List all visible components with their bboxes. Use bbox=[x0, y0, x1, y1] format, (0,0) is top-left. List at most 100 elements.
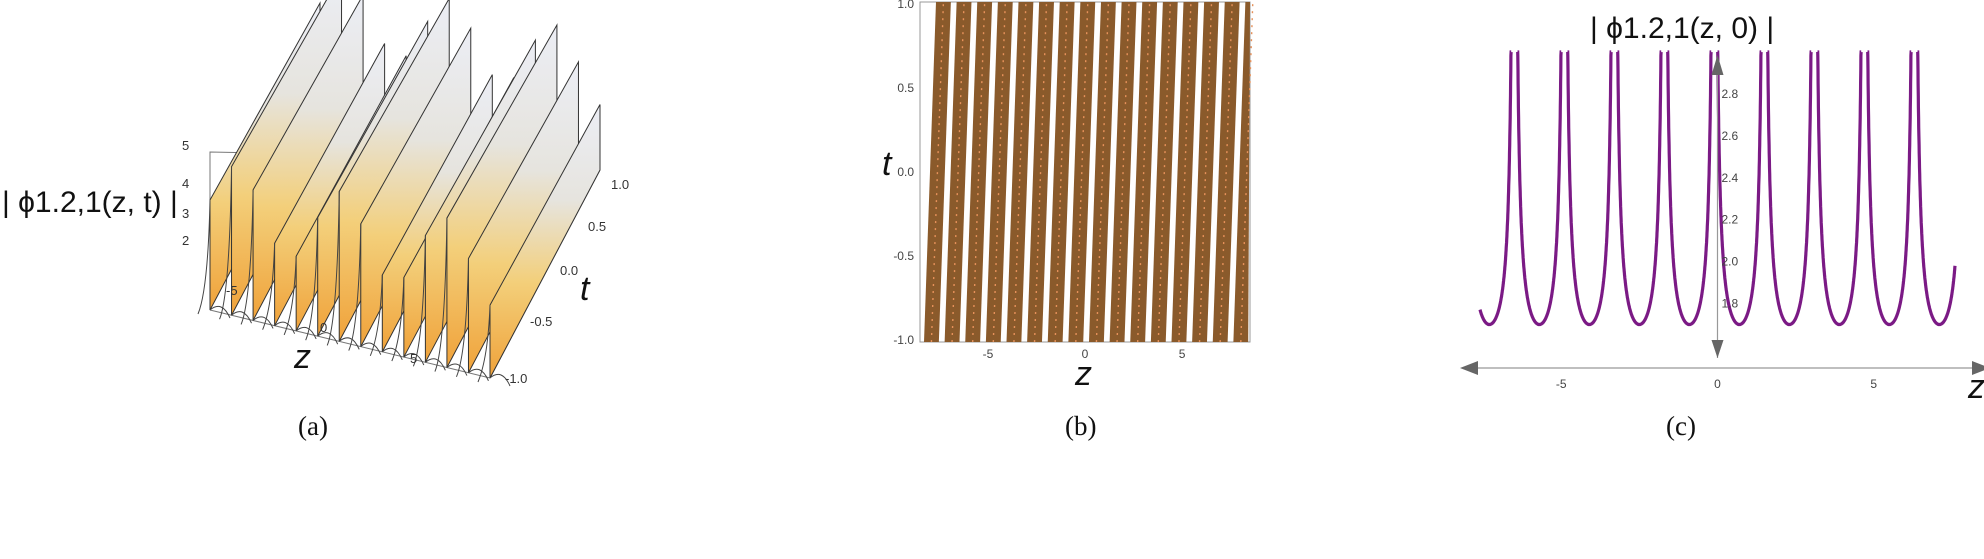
surface-trough bbox=[348, 223, 382, 355]
z-tick-label: 4 bbox=[182, 176, 189, 191]
t-axis-ticks: 1.0 0.5 0.0 -0.5 -1.0 bbox=[505, 177, 629, 386]
density-contour bbox=[1116, 1, 1130, 343]
density-contour bbox=[1240, 1, 1254, 343]
surface-trough bbox=[197, 199, 231, 319]
surface-trough bbox=[456, 258, 489, 381]
density-contour bbox=[1095, 1, 1110, 343]
panel-c-line-plot: | ϕ1.2,1(z, 0) | 2.8 2.6 2.4 2.2 2.0 1.8… bbox=[1460, 0, 1984, 559]
density-contour bbox=[1219, 1, 1233, 343]
x-axis-label: z bbox=[293, 338, 311, 376]
surface-wall bbox=[489, 104, 601, 379]
density-contour bbox=[930, 1, 945, 343]
surface-trough bbox=[369, 274, 403, 361]
surface-trough bbox=[262, 243, 296, 334]
surface-trough bbox=[391, 277, 425, 366]
series-line bbox=[1478, 50, 1957, 327]
c-x-ticks: -5 0 5 bbox=[1556, 377, 1877, 391]
density-stripe bbox=[944, 2, 972, 342]
caption-a: (a) bbox=[298, 411, 328, 441]
surface-trough bbox=[412, 235, 446, 371]
density-contour bbox=[1178, 1, 1192, 343]
density-stripe bbox=[1192, 2, 1219, 342]
density-stripe bbox=[1027, 2, 1054, 342]
density-contour bbox=[1013, 1, 1027, 343]
x-axis-label: z bbox=[1074, 355, 1092, 393]
density-stripe bbox=[1130, 2, 1158, 342]
x-axis-ticks: -5 0 5 bbox=[226, 283, 417, 366]
density-stripe bbox=[1233, 2, 1250, 342]
panel-a-surface-plot: 5 4 3 2 -5 0 5 1.0 0.5 0.0 -0.5 -1.0 | ϕ… bbox=[0, 0, 770, 559]
density-contour bbox=[1075, 1, 1089, 343]
c-y-ticks: 2.8 2.6 2.4 2.2 2.0 1.8 bbox=[1722, 87, 1739, 311]
z-tick-label: 0 bbox=[1082, 347, 1089, 361]
density-contour bbox=[1054, 1, 1068, 343]
caption-b: (b) bbox=[1065, 411, 1096, 441]
z-tick-label: 5 bbox=[1179, 347, 1186, 361]
z-tick-label: 3 bbox=[182, 206, 189, 221]
t-tick-label: 1.0 bbox=[611, 177, 629, 192]
b-x-ticks: -5 0 5 bbox=[983, 347, 1186, 361]
density-contour bbox=[971, 1, 986, 343]
density-contour bbox=[1157, 1, 1171, 343]
surface-trough bbox=[305, 217, 339, 345]
y-tick-label: 2.6 bbox=[1722, 129, 1739, 143]
z-tick-label: 2 bbox=[182, 233, 189, 248]
y-tick-label: 1.8 bbox=[1722, 297, 1739, 311]
x-tick-label: 5 bbox=[410, 351, 417, 366]
surface-trough bbox=[434, 218, 468, 376]
surface-trough bbox=[283, 256, 317, 340]
density-contour bbox=[1033, 1, 1048, 343]
surface-trough bbox=[326, 191, 360, 350]
density-contour bbox=[992, 1, 1006, 343]
t-axis-label: t bbox=[580, 270, 591, 308]
x-tick-label: 5 bbox=[1870, 377, 1877, 391]
density-stripe bbox=[1109, 2, 1137, 342]
surface-walls bbox=[197, 0, 601, 387]
c-axes bbox=[1460, 55, 1984, 375]
x-tick-label: -5 bbox=[1556, 377, 1567, 391]
z-axis-ticks: 5 4 3 2 bbox=[182, 138, 189, 248]
x-axis-arrow-left bbox=[1460, 361, 1478, 375]
t-tick-label: -0.5 bbox=[893, 249, 914, 263]
z-tick-label: 5 bbox=[182, 138, 189, 153]
t-tick-label: 1.0 bbox=[897, 0, 914, 11]
t-tick-label: -0.5 bbox=[530, 314, 552, 329]
surface-trough bbox=[240, 189, 274, 329]
x-tick-label: 0 bbox=[1714, 377, 1721, 391]
panel-b-density-plot: 1.0 0.5 0.0 -0.5 -1.0 -5 0 5 z t (b) bbox=[882, 0, 1410, 559]
t-tick-label: 0.5 bbox=[588, 219, 606, 234]
density-stripe bbox=[1171, 2, 1199, 342]
line-plot-svg: | ϕ1.2,1(z, 0) | 2.8 2.6 2.4 2.2 2.0 1.8… bbox=[1460, 12, 1984, 441]
t-tick-label: 0.5 bbox=[897, 81, 914, 95]
y-axis-arrow-up bbox=[1711, 55, 1724, 75]
x-tick-label: -5 bbox=[226, 283, 238, 298]
density-contour bbox=[1198, 1, 1213, 343]
t-tick-label: 0.0 bbox=[560, 263, 578, 278]
density-contour bbox=[951, 1, 965, 343]
surface-plot-svg: 5 4 3 2 -5 0 5 1.0 0.5 0.0 -0.5 -1.0 | ϕ… bbox=[2, 0, 629, 441]
density-stripes bbox=[919, 1, 1254, 343]
y-tick-label: 2.0 bbox=[1722, 255, 1739, 269]
y-axis-arrow-down bbox=[1711, 340, 1724, 358]
y-tick-label: 2.4 bbox=[1722, 171, 1739, 185]
surface-trough bbox=[219, 166, 252, 324]
density-stripe bbox=[985, 2, 1013, 342]
t-tick-label: 0.0 bbox=[897, 165, 914, 179]
plot-title: | ϕ1.2,1(z, 0) | bbox=[1590, 12, 1774, 45]
density-stripe bbox=[924, 2, 951, 342]
y-tick-label: 2.2 bbox=[1722, 213, 1739, 227]
density-stripe bbox=[1150, 2, 1178, 342]
y-tick-label: 2.8 bbox=[1722, 87, 1739, 101]
density-stripe bbox=[1006, 2, 1034, 342]
z-axis-label: | ϕ1.2,1(z, t) | bbox=[2, 186, 178, 219]
density-stripe bbox=[1089, 2, 1116, 342]
density-stripe bbox=[1047, 2, 1075, 342]
y-axis-label: t bbox=[882, 145, 893, 183]
density-plot-svg: 1.0 0.5 0.0 -0.5 -1.0 -5 0 5 z t (b) bbox=[882, 0, 1254, 441]
surface-trough bbox=[477, 305, 511, 387]
density-stripe bbox=[965, 2, 993, 342]
t-tick-label: -1.0 bbox=[505, 371, 527, 386]
t-tick-label: -1.0 bbox=[893, 333, 914, 347]
b-y-ticks: 1.0 0.5 0.0 -0.5 -1.0 bbox=[893, 0, 914, 347]
density-stripe bbox=[1068, 2, 1096, 342]
